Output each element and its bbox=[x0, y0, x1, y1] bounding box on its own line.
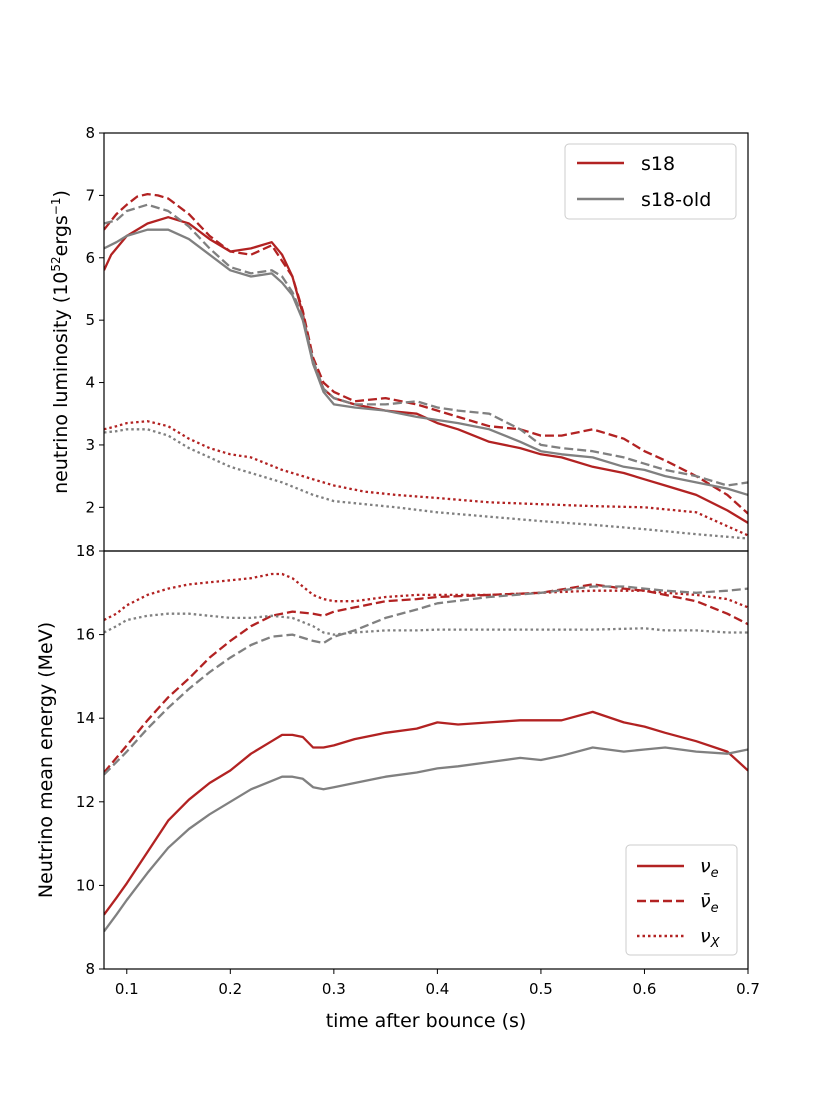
lum-line-s18-old-nu_e bbox=[104, 228, 748, 497]
legend-label-nu-x: νX bbox=[700, 925, 721, 951]
x-tick-label: 0.3 bbox=[322, 980, 346, 998]
lum-y-tick-label: 3 bbox=[85, 436, 95, 454]
energy-y-axis-label: Neutrino mean energy (MeV) bbox=[35, 622, 57, 898]
y-label-exp-52: 52 bbox=[49, 256, 63, 271]
energy-axes-frame bbox=[103, 550, 749, 970]
nu-bar-symbol: ν̄ bbox=[700, 890, 711, 912]
lum-line-s18-nu_x bbox=[104, 420, 748, 537]
energy-line-s18-old-nu_e bbox=[104, 746, 748, 933]
energy-y-tick-label: 8 bbox=[85, 960, 95, 978]
luminosity-y-axis-label: neutrino luminosity (1052ergs−1) bbox=[49, 190, 72, 494]
energy-y-tick-label: 16 bbox=[76, 626, 95, 644]
energy-y-tick-label: 14 bbox=[76, 709, 95, 727]
lum-line-s18-old-nu_x bbox=[104, 428, 748, 540]
lum-y-tick-label: 2 bbox=[85, 498, 95, 516]
lum-line-s18-nu_e bbox=[104, 216, 748, 524]
y-label-exp-neg1: −1 bbox=[49, 198, 63, 216]
lum-y-tick-label: 7 bbox=[85, 186, 95, 204]
energy-y-tick-label: 18 bbox=[76, 542, 95, 560]
lum-y-tick-label: 8 bbox=[85, 124, 95, 142]
lum-line-s18-old-anti_nu_e bbox=[104, 203, 748, 487]
x-tick-label: 0.2 bbox=[218, 980, 242, 998]
x-axis-label: time after bounce (s) bbox=[326, 1010, 527, 1032]
energy-y-ticks: 8 10 12 14 16 18 bbox=[76, 542, 104, 978]
lum-y-tick-label: 5 bbox=[85, 311, 95, 329]
nu-subscript-x: X bbox=[710, 936, 721, 951]
lum-line-s18-anti_nu_e bbox=[104, 192, 748, 515]
x-tick-label: 0.6 bbox=[633, 980, 657, 998]
nu-symbol: ν bbox=[700, 855, 711, 877]
energy-series-group bbox=[104, 572, 748, 933]
x-tick-label: 0.1 bbox=[115, 980, 139, 998]
energy-line-s18-old-nu_x bbox=[104, 612, 748, 636]
legend-label-s18: s18 bbox=[641, 153, 675, 175]
x-tick-label: 0.5 bbox=[529, 980, 553, 998]
energy-line-s18-nu_e bbox=[104, 710, 748, 916]
energy-y-tick-label: 10 bbox=[76, 876, 95, 894]
legend-label-anti-nu-e: ν̄e bbox=[700, 890, 719, 916]
luminosity-y-ticks: 2 3 4 5 6 7 8 bbox=[85, 124, 104, 516]
flavor-legend: νe ν̄e νX bbox=[625, 844, 738, 956]
luminosity-panel: 2 3 4 5 6 7 8 neutrino luminosity (1052ergs−1)… bbox=[49, 124, 749, 552]
lum-y-tick-label: 4 bbox=[85, 374, 95, 392]
luminosity-legend: s18 s18-old bbox=[564, 143, 737, 220]
y-label-base: neutrino luminosity (10 bbox=[50, 272, 72, 494]
legend-label-nu-e: νe bbox=[700, 855, 719, 881]
mean-energy-panel: 8 10 12 14 16 18 0.1 0.2 0.3 0.4 0.5 0.6 0.7 Neutri… bbox=[35, 542, 760, 1032]
energy-line-s18-nu_x bbox=[104, 572, 748, 622]
energy-y-tick-label: 12 bbox=[76, 793, 95, 811]
legend-label-s18-old: s18-old bbox=[641, 189, 711, 211]
lum-y-tick-label: 6 bbox=[85, 249, 95, 267]
nu-symbol: ν bbox=[700, 925, 711, 947]
x-tick-label: 0.7 bbox=[736, 980, 760, 998]
time-x-ticks: 0.1 0.2 0.3 0.4 0.5 0.6 0.7 bbox=[115, 969, 760, 998]
y-label-unit: ergs bbox=[50, 215, 72, 256]
nu-subscript-e: e bbox=[711, 866, 719, 881]
x-tick-label: 0.4 bbox=[425, 980, 449, 998]
y-label-close: ) bbox=[50, 190, 72, 197]
nu-subscript-e: e bbox=[711, 901, 719, 916]
luminosity-series-group bbox=[104, 192, 748, 540]
